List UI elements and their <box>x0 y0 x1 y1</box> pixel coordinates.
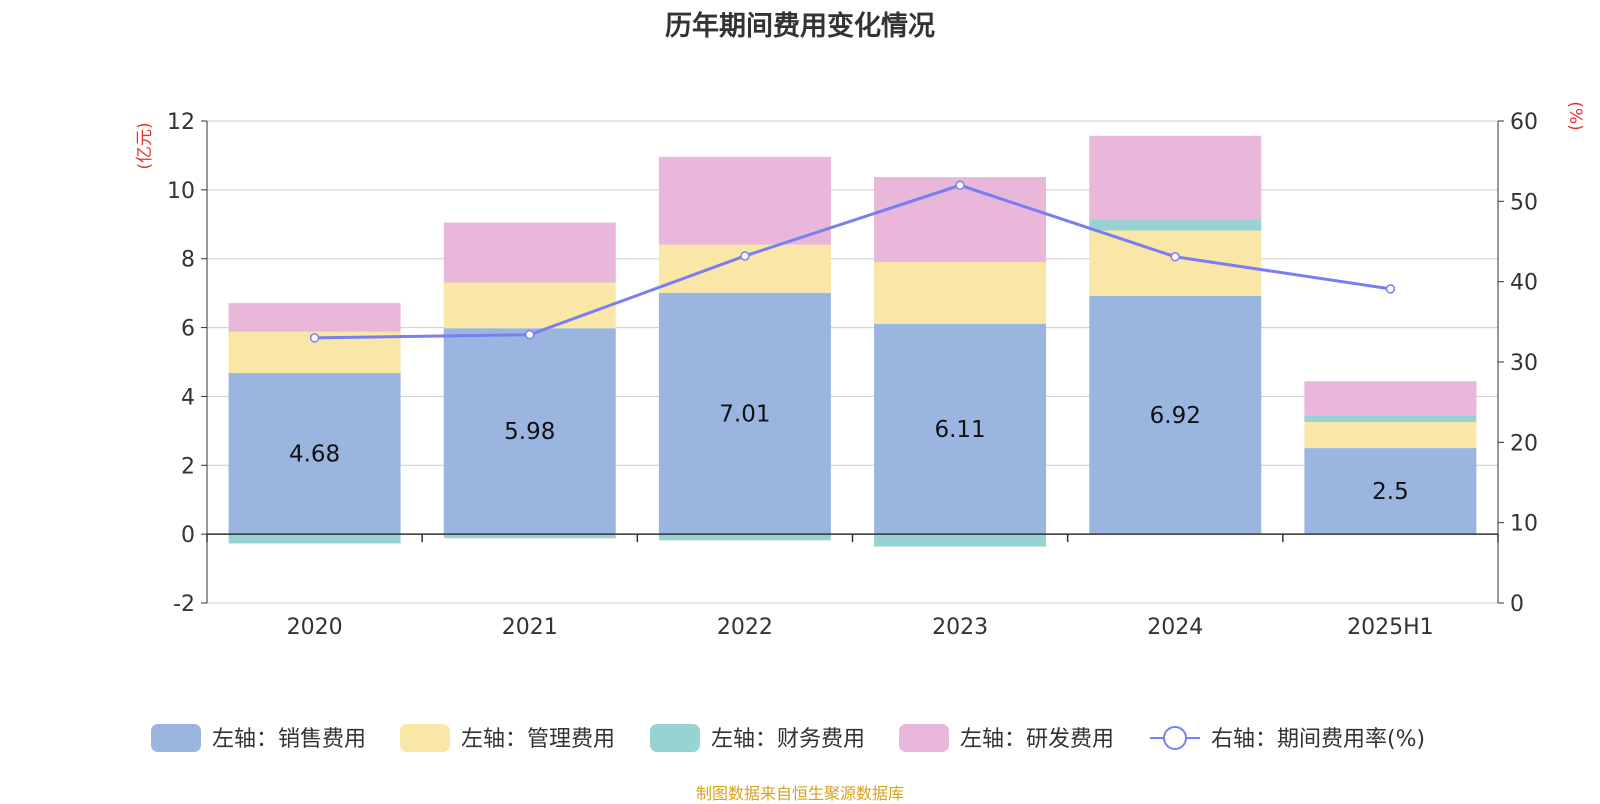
bar-segment <box>1089 295 1262 535</box>
rate-line <box>314 183 1391 340</box>
bar-segment <box>874 262 1047 324</box>
x-axis-tick-label: 2021 <box>502 615 558 640</box>
legend-label: 右轴：期间费用率(%) <box>1211 727 1425 752</box>
bar-segment <box>228 534 401 544</box>
rate-point <box>525 329 535 340</box>
source-note: 制图数据来自恒生聚源数据库 <box>695 784 904 803</box>
left-axis-tick-label: 4 <box>181 385 195 410</box>
legend-label: 左轴：财务费用 <box>711 727 865 752</box>
legend-swatch <box>151 724 201 752</box>
rate-point <box>1170 252 1180 262</box>
right-axis-label: (%) <box>1565 101 1585 130</box>
x-axis-tick-label: 2024 <box>1147 615 1203 640</box>
rate-point <box>1385 284 1396 294</box>
legend-label: 左轴：研发费用 <box>960 727 1114 752</box>
left-axis-tick-label: 0 <box>181 523 195 548</box>
legend-marker <box>1163 726 1187 750</box>
bar-data-label: 6.92 <box>1150 403 1201 429</box>
bar-segment <box>658 534 831 541</box>
legend-label: 左轴：管理费用 <box>461 727 615 752</box>
bar-segment <box>1089 230 1262 296</box>
bar-segment <box>658 292 831 535</box>
right-axis-tick-label: 0 <box>1510 592 1524 617</box>
bar-segment <box>228 303 401 332</box>
right-axis-tick-label: 50 <box>1510 190 1538 215</box>
legend-swatch <box>400 724 450 752</box>
legend-label: 左轴：销售费用 <box>212 727 366 752</box>
bar-segment <box>1304 421 1477 449</box>
left-axis-tick-label: 10 <box>167 179 195 204</box>
legend-swatch <box>899 724 949 752</box>
bar-data-label: 6.11 <box>934 417 985 443</box>
bar-segment <box>228 373 401 535</box>
left-axis-label: (亿元) <box>135 122 155 169</box>
bar-segment <box>443 222 616 283</box>
legend-swatch <box>650 724 700 752</box>
left-axis-tick-label: -2 <box>173 592 195 617</box>
bar-data-label: 4.68 <box>289 442 340 468</box>
bar-segment <box>1089 135 1262 220</box>
bar-segment <box>443 282 616 329</box>
rate-point <box>740 251 750 261</box>
bar-segment <box>1304 415 1477 422</box>
bar-segment <box>658 156 831 245</box>
bar-segment <box>1304 448 1477 535</box>
bar-data-label: 7.01 <box>719 401 770 427</box>
x-axis-tick-label: 2022 <box>717 615 773 640</box>
bar-segment <box>443 534 616 539</box>
bar-segment <box>874 534 1047 547</box>
chart-title: 历年期间费用变化情况 <box>665 11 935 42</box>
chart-canvas: -2 0 2 4 6 8 10 12 0 10 20 30 40 50 60 (亿元) (%) 4.68 5.98 7… <box>135 101 1585 752</box>
left-axis-tick-label: 8 <box>181 248 195 273</box>
bar-segment <box>874 323 1047 535</box>
right-axis-tick-label: 10 <box>1510 512 1538 537</box>
bar-segment <box>1304 381 1477 416</box>
bar-segment <box>443 328 616 535</box>
left-axis-tick-label: 12 <box>167 110 195 135</box>
bar-segment <box>1089 219 1262 231</box>
right-axis-tick-label: 30 <box>1510 351 1538 376</box>
right-axis-tick-label: 60 <box>1510 110 1538 135</box>
rate-point <box>955 180 965 191</box>
x-axis-tick-label: 2023 <box>932 615 988 640</box>
left-axis-tick-label: 2 <box>181 454 195 479</box>
right-axis-tick-label: 20 <box>1510 431 1538 456</box>
right-axis-tick-label: 40 <box>1510 271 1538 296</box>
bar-segment <box>874 177 1047 263</box>
left-axis-tick-label: 6 <box>181 317 195 342</box>
bar-data-label: 5.98 <box>504 419 555 445</box>
rate-point <box>309 333 320 343</box>
x-axis-tick-label: 2020 <box>287 615 343 640</box>
bar-data-label: 2.5 <box>1372 479 1409 505</box>
x-axis-tick-label: 2025H1 <box>1347 615 1434 640</box>
